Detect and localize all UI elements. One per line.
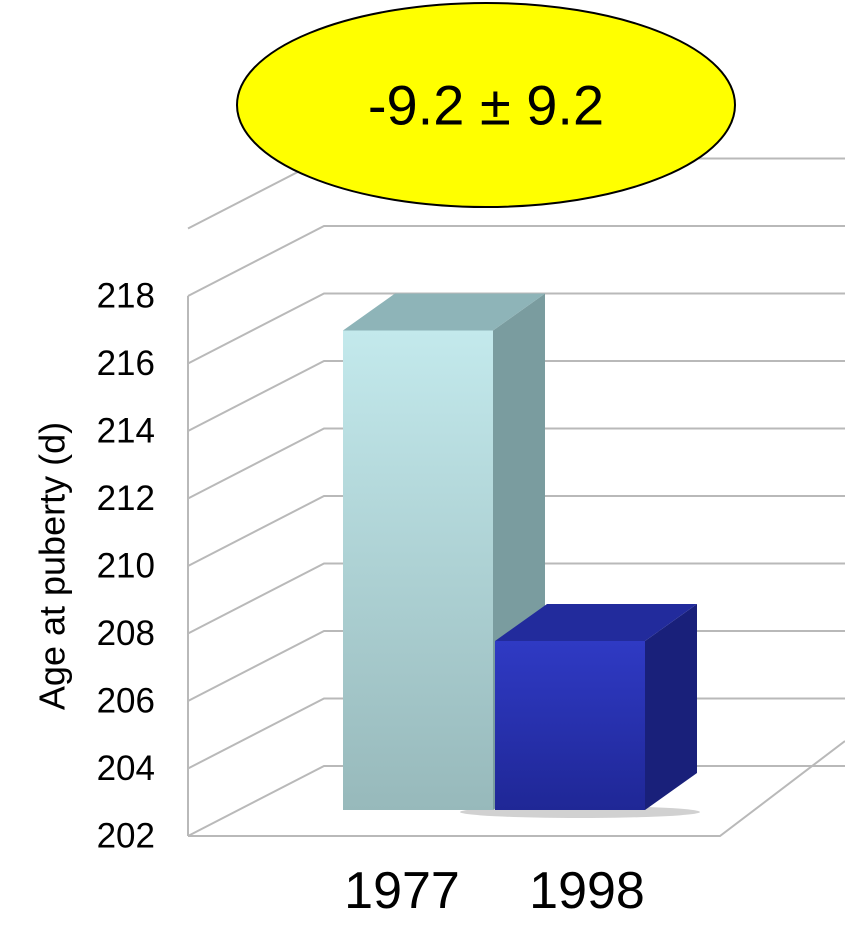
annotation-ellipse <box>236 2 736 208</box>
annotation-bubble: -9.2 ± 9.2 <box>236 2 736 208</box>
y-tick-label-212: 212 <box>97 479 155 518</box>
category-label-1998: 1998 <box>529 862 645 920</box>
y-tick-label-208: 208 <box>97 614 155 653</box>
gridline-212 <box>187 427 845 500</box>
y-tick-label-206: 206 <box>97 682 155 721</box>
bars <box>343 293 700 818</box>
gridline-216 <box>187 292 845 365</box>
gridlines <box>187 157 845 837</box>
category-label-1977: 1977 <box>344 862 460 920</box>
bar-top-1977 <box>343 293 545 331</box>
gridline-214 <box>187 360 845 432</box>
y-tick-label-202: 202 <box>97 817 155 856</box>
y-tick-label-210: 210 <box>97 547 155 586</box>
y-tick-label-218: 218 <box>97 277 155 316</box>
gridline-210 <box>187 495 845 567</box>
bar-side-1998 <box>645 604 697 810</box>
gridline-218 <box>187 225 845 297</box>
y-tick-label-216: 216 <box>97 344 155 383</box>
bar-front-1977 <box>343 330 493 810</box>
gridline-208 <box>187 562 845 635</box>
bar-1998 <box>495 604 697 810</box>
bar-front-1998 <box>495 641 645 810</box>
y-axis-label: Age at puberty (d) <box>32 422 73 710</box>
y-tick-labels: 202 204 206 208 210 212 214 216 218 <box>97 277 155 856</box>
annotation-text: -9.2 ± 9.2 <box>368 74 604 137</box>
y-tick-label-214: 214 <box>97 412 155 451</box>
y-tick-label-204: 204 <box>97 749 155 788</box>
bar-top-1998 <box>495 604 697 641</box>
